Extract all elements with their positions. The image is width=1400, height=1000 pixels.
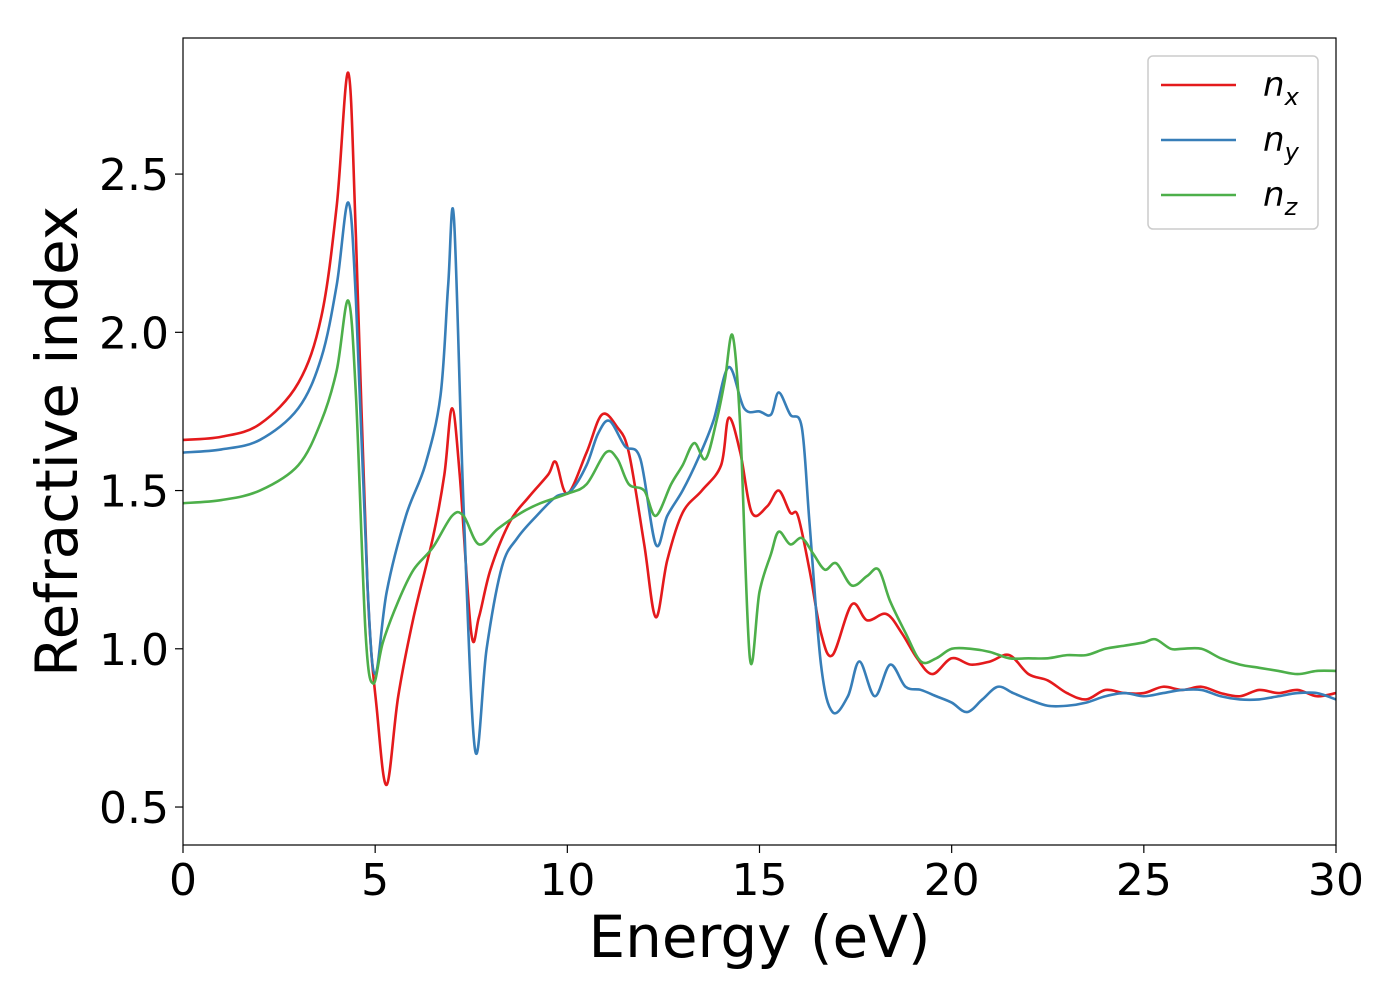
y-axis-ticks: 0.5 1.0 1.5 2.0 2.5: [99, 150, 183, 834]
y-axis-title: Refractive index: [23, 206, 91, 677]
x-tick-label: 25: [1116, 855, 1172, 906]
y-tick-label: 0.5: [99, 783, 169, 834]
series-line-nz: [183, 299, 1336, 685]
legend: nx ny nz: [1147, 55, 1319, 230]
x-tick-label: 20: [924, 855, 980, 906]
x-tick-label: 10: [539, 855, 595, 906]
legend-box: [1147, 55, 1319, 230]
y-tick-label: 2.0: [99, 308, 169, 359]
x-tick-label: 5: [361, 855, 389, 906]
legend-label-nx: nx: [1263, 65, 1300, 111]
legend-label-ny: ny: [1263, 120, 1300, 166]
series-line-nx: [183, 71, 1336, 787]
x-tick-label: 30: [1308, 855, 1364, 906]
series-line-ny: [183, 201, 1336, 755]
y-tick-label: 2.5: [99, 150, 169, 201]
y-tick-label: 1.5: [99, 467, 169, 518]
y-tick-label: 1.0: [99, 625, 169, 676]
series-layer: [183, 71, 1336, 787]
x-tick-label: 0: [169, 855, 197, 906]
x-axis-ticks: 0 5 10 15 20 25 30: [169, 845, 1364, 906]
x-tick-label: 15: [732, 855, 788, 906]
x-axis-title: Energy (eV): [588, 903, 930, 971]
legend-label-nz: nz: [1263, 175, 1299, 221]
